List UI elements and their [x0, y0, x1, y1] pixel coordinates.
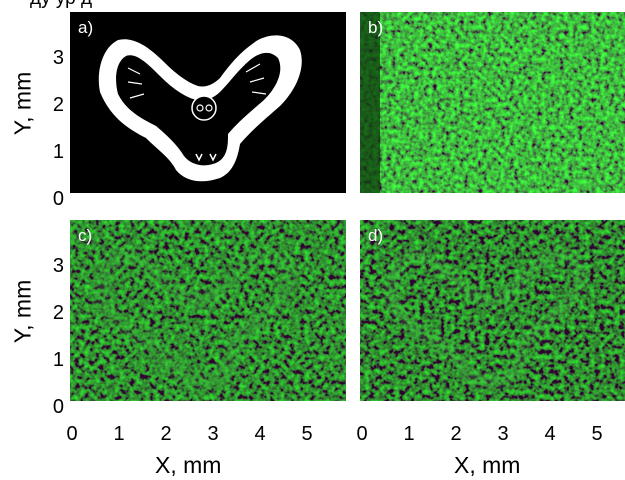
y-tick: 1: [52, 141, 64, 163]
x-tick: 4: [544, 423, 556, 445]
y-tick: 0: [52, 396, 64, 418]
panel-label: a): [78, 18, 94, 37]
x-axis-label-left: X, mm: [155, 452, 222, 478]
owl-mask-image: [70, 12, 346, 193]
x-tick: 4: [254, 423, 266, 445]
y-tick: 2: [52, 302, 64, 324]
panel-label: b): [368, 18, 384, 37]
panel-label: c): [78, 226, 93, 245]
x-tick: 0: [356, 423, 368, 445]
y-axis-label-top: Y, mm: [9, 71, 36, 136]
y-axis-label-bottom: Y, mm: [9, 279, 36, 344]
panel-c: c): [70, 220, 346, 401]
x-tick: 0: [66, 423, 78, 445]
x-tick: 5: [591, 423, 603, 445]
panel-d: d): [360, 220, 625, 401]
x-axis-label-right: X, mm: [454, 452, 521, 478]
x-tick: 2: [160, 423, 172, 445]
x-tick: 3: [207, 423, 219, 445]
y-tick: 0: [52, 188, 64, 210]
x-tick: 5: [301, 423, 313, 445]
y-tick: 2: [52, 94, 64, 116]
cutoff-top-text: ду ур д: [30, 0, 92, 10]
y-tick: 3: [52, 47, 64, 69]
x-tick: 1: [403, 423, 415, 445]
reconstruction-image: [360, 220, 625, 401]
reconstruction-image: [70, 220, 346, 401]
speckle-image: [360, 12, 625, 193]
y-tick: 3: [52, 255, 64, 277]
panel-label: d): [368, 226, 384, 245]
panel-a: a): [70, 12, 346, 193]
panel-b: b): [360, 12, 625, 193]
x-tick: 3: [497, 423, 509, 445]
y-tick: 1: [52, 349, 64, 371]
x-tick: 2: [450, 423, 462, 445]
x-tick: 1: [113, 423, 125, 445]
